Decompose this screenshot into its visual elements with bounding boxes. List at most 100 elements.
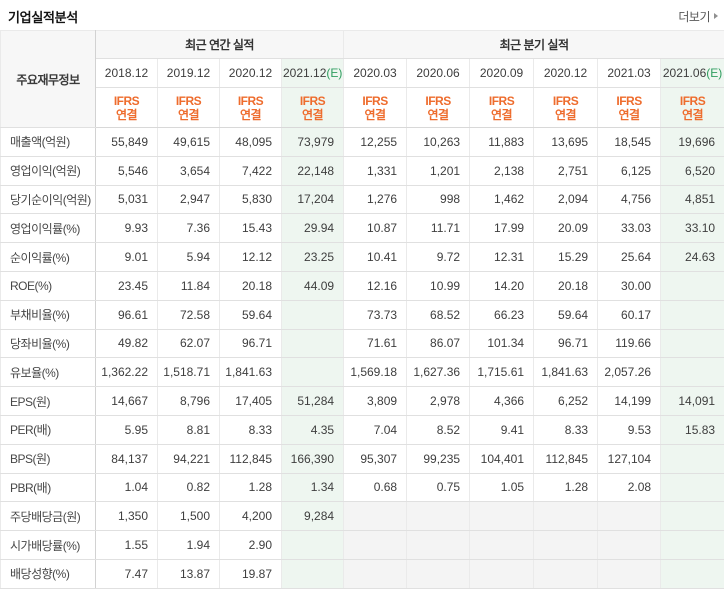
accounting-standard: IFRS 연결 — [157, 87, 220, 128]
cell — [469, 501, 535, 532]
cell — [533, 530, 599, 560]
cell: 96.71 — [219, 328, 282, 359]
cell: 8,796 — [157, 386, 220, 416]
cell: 51,284 — [280, 386, 345, 416]
period-header-row: 2018.12 2019.12 2020.12 2021.12(E) 2020.03 20… — [1, 58, 724, 88]
cell: 49.82 — [95, 328, 158, 359]
cell: 24.63 — [660, 242, 724, 272]
cell — [597, 558, 662, 589]
cell: 4,366 — [469, 386, 535, 416]
cell: 1,201 — [406, 155, 471, 186]
cell: 11.71 — [406, 213, 471, 244]
financial-table: 주요재무정보 최근 연간 실적 최근 분기 실적 2018.12 2019.12 2… — [0, 30, 724, 589]
cell — [660, 558, 724, 589]
cell: 22,148 — [280, 155, 345, 186]
cell: 8.81 — [157, 414, 220, 445]
row-label: 당좌비율(%) — [0, 328, 96, 359]
row-label: 영업이익(억원) — [0, 155, 96, 186]
period-label: 2020.09 — [479, 66, 524, 80]
cell: 72.58 — [157, 299, 220, 330]
consolidation-label: 연결 — [115, 107, 138, 122]
cell: 96.71 — [533, 328, 599, 359]
cell — [280, 530, 345, 560]
accounting-standard: IFRS 연결 — [343, 87, 408, 128]
cell: 71.61 — [343, 328, 408, 359]
cell: 998 — [406, 184, 471, 215]
accounting-standard: IFRS 연결 — [95, 87, 158, 128]
row-label: EPS(원) — [0, 386, 96, 416]
accounting-standard: IFRS 연결 — [597, 87, 662, 128]
cell: 119.66 — [597, 328, 662, 359]
cell: 104,401 — [469, 443, 535, 474]
cell: 17.99 — [469, 213, 535, 244]
section-header: 기업실적분석 더보기 — [0, 0, 724, 30]
cell: 11,883 — [469, 127, 535, 157]
cell — [533, 558, 599, 589]
row-label: 시가배당률(%) — [0, 530, 96, 560]
row-label: PBR(배) — [0, 472, 96, 503]
cell: 30.00 — [597, 270, 662, 301]
cell: 1.04 — [95, 472, 158, 503]
cell: 10.87 — [343, 213, 408, 244]
cell: 18,545 — [597, 127, 662, 157]
column-period: 2021.12(E) — [280, 58, 345, 88]
cell: 20.18 — [533, 270, 599, 301]
cell: 12.16 — [343, 270, 408, 301]
cell: 112,845 — [533, 443, 599, 474]
table-row: EPS(원) 14,667 8,796 17,405 51,284 3,809 2,978 4… — [0, 386, 724, 416]
consolidation-label: 연결 — [427, 107, 450, 122]
row-label: 배당성향(%) — [0, 558, 96, 589]
cell: 84,137 — [95, 443, 158, 474]
cell: 1,462 — [469, 184, 535, 215]
cell: 9.01 — [95, 242, 158, 272]
period-label: 2020.12 — [543, 66, 588, 80]
group-header-annual: 최근 연간 실적 — [94, 30, 345, 59]
estimate-flag: (E) — [326, 66, 343, 80]
cell — [469, 558, 535, 589]
cell: 9.72 — [406, 242, 471, 272]
cell: 7,422 — [219, 155, 282, 186]
cell: 59.64 — [219, 299, 282, 330]
cell: 5,830 — [219, 184, 282, 215]
period-label: 2019.12 — [166, 66, 211, 80]
cell: 7.47 — [95, 558, 158, 589]
cell — [660, 530, 724, 560]
cell — [660, 328, 724, 359]
estimate-flag: (E) — [706, 66, 723, 80]
cell: 20.18 — [219, 270, 282, 301]
cell: 48,095 — [219, 127, 282, 157]
consolidation-label: 연결 — [301, 107, 324, 122]
cell: 1.94 — [157, 530, 220, 560]
cell: 1.05 — [469, 472, 535, 503]
cell: 14,199 — [597, 386, 662, 416]
corner-header: 주요재무정보 — [0, 30, 96, 128]
cell — [343, 530, 408, 560]
cell: 1,841.63 — [533, 357, 599, 388]
cell: 1.28 — [219, 472, 282, 503]
cell: 17,204 — [280, 184, 345, 215]
row-label: 영업이익률(%) — [0, 213, 96, 244]
row-label: 매출액(억원) — [0, 127, 96, 157]
cell: 55,849 — [95, 127, 158, 157]
cell: 15.29 — [533, 242, 599, 272]
row-label: PER(배) — [0, 414, 96, 445]
table-row: BPS(원) 84,137 94,221 112,845 166,390 95,307 99… — [0, 443, 724, 474]
cell: 2,947 — [157, 184, 220, 215]
cell: 68.52 — [406, 299, 471, 330]
cell: 4,756 — [597, 184, 662, 215]
cell — [660, 270, 724, 301]
cell: 49,615 — [157, 127, 220, 157]
cell: 112,845 — [219, 443, 282, 474]
cell — [660, 357, 724, 388]
cell: 10.99 — [406, 270, 471, 301]
cell: 1,841.63 — [219, 357, 282, 388]
table-row: 영업이익률(%) 9.93 7.36 15.43 29.94 10.87 11.71 17.9… — [0, 213, 724, 244]
cell: 6,125 — [597, 155, 662, 186]
cell: 6,520 — [660, 155, 724, 186]
row-label: 주당배당금(원) — [0, 501, 96, 532]
cell: 10,263 — [406, 127, 471, 157]
more-link[interactable]: 더보기 — [678, 8, 718, 25]
table-row: 매출액(억원) 55,849 49,615 48,095 73,979 12,255 10,… — [0, 127, 724, 157]
cell: 10.41 — [343, 242, 408, 272]
column-period: 2020.09 — [469, 58, 535, 88]
